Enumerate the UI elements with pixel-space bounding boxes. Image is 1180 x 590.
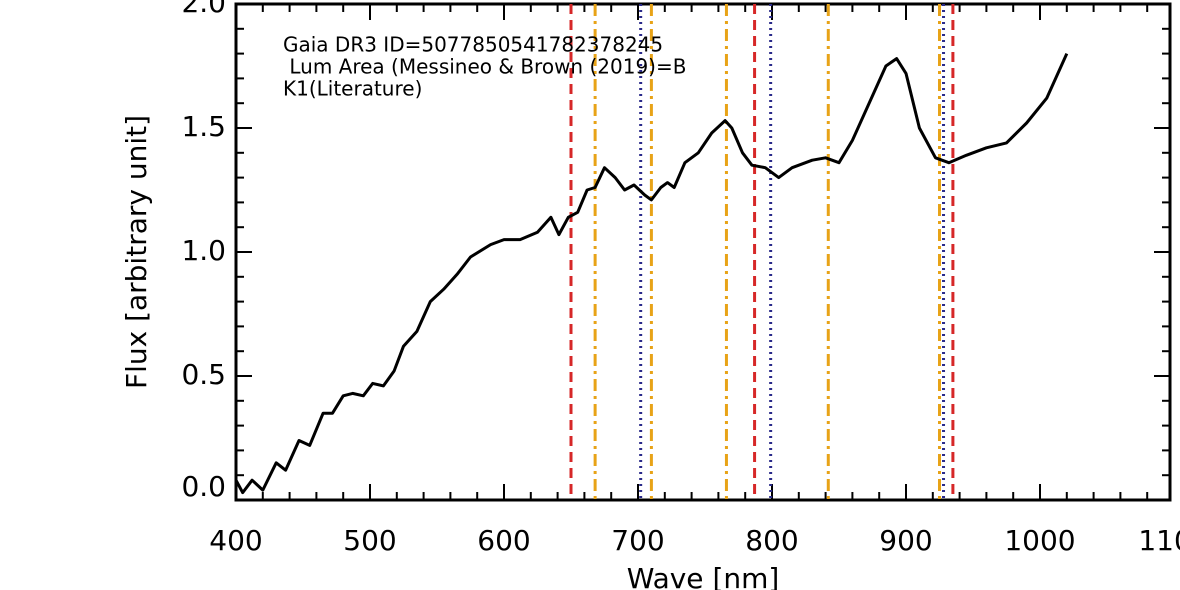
- x-tick-label: 1100: [1138, 524, 1180, 557]
- x-tick-label: 400: [209, 524, 262, 557]
- y-tick-label: 1.0: [181, 234, 226, 267]
- x-tick-label: 1000: [1004, 524, 1075, 557]
- annotation: Gaia DR3 ID=5077850541782378245: [283, 33, 663, 57]
- y-tick-label: 0.5: [181, 358, 226, 391]
- x-tick-label: 700: [611, 524, 664, 557]
- y-tick-label: 0.0: [181, 470, 226, 503]
- x-tick-label: 600: [477, 524, 530, 557]
- y-tick-label: 2.0: [181, 0, 226, 19]
- x-tick-label: 900: [879, 524, 932, 557]
- y-axis-label: Flux [arbitrary unit]: [120, 115, 153, 389]
- x-tick-label: 800: [745, 524, 798, 557]
- x-axis-label: Wave [nm]: [627, 562, 780, 590]
- annotation: K1(Literature): [283, 77, 422, 101]
- spectrum-line: [234, 52, 1069, 495]
- y-tick-label: 1.5: [181, 110, 226, 143]
- annotation: Lum Area (Messineo & Brown (2019)=B: [283, 55, 686, 79]
- x-tick-label: 500: [343, 524, 396, 557]
